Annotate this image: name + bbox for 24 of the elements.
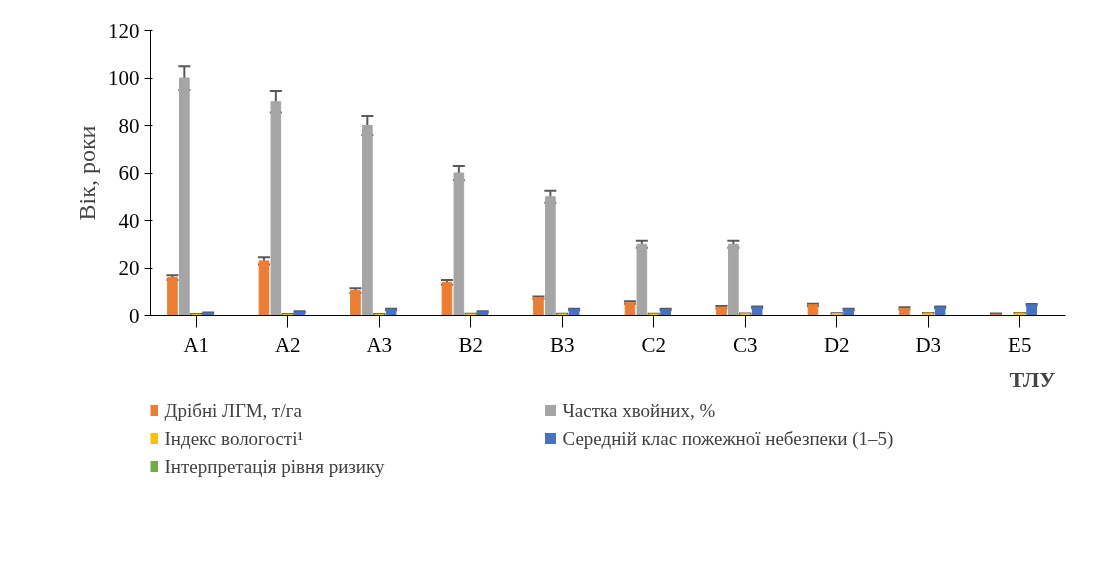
y-axis-title: Вік, роки — [74, 125, 100, 221]
y-tick-label: 100 — [108, 66, 140, 90]
x-tick-label: A2 — [274, 332, 301, 357]
y-tick-label: 80 — [118, 113, 140, 138]
y-tick-label: 40 — [118, 208, 140, 233]
x-tick-label: B3 — [550, 332, 575, 357]
x-tick-label: D3 — [915, 332, 942, 357]
x-tick-label: A3 — [366, 332, 393, 357]
y-tick-label: 0 — [129, 303, 140, 328]
x-tick-label: C2 — [641, 332, 667, 357]
y-tick-label: 20 — [118, 256, 140, 280]
x-tick-label: D2 — [823, 332, 850, 357]
legend-label: Індекс вологості¹ — [164, 428, 304, 449]
legend-label: Середній клас пожежної небезпеки (1–5) — [562, 428, 894, 450]
x-axis-title: ТЛУ — [1009, 366, 1056, 392]
legend-label: Дрібні ЛГМ, т/га — [164, 400, 303, 421]
x-tick-label: A1 — [183, 332, 210, 357]
legend-label: Частка хвойних, % — [562, 400, 716, 421]
x-tick-label: E5 — [1008, 332, 1032, 357]
x-tick-label: C3 — [733, 332, 758, 357]
legend-label: Інтерпретація рівня ризику — [164, 456, 385, 477]
y-tick-label: 60 — [118, 161, 140, 185]
x-tick-label: B2 — [458, 332, 484, 357]
y-tick-label: 120 — [108, 18, 140, 43]
